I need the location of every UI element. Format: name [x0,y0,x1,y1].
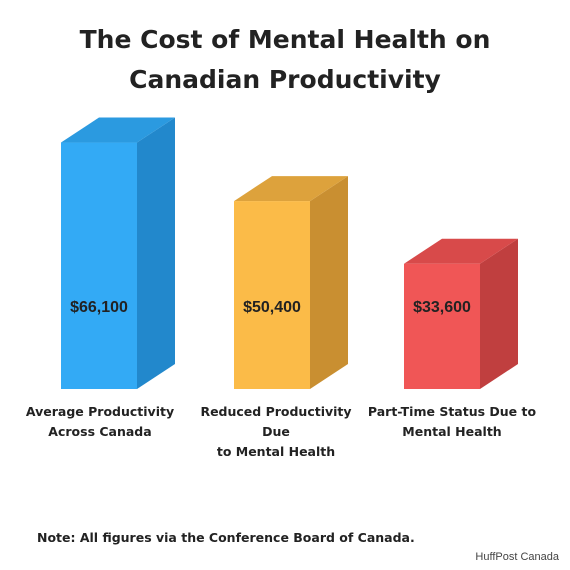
bar-side [310,176,348,389]
category-label-line: Average Productivity [25,404,175,419]
category-label-average-productivity: Average Productivity Across Canada [10,402,190,442]
category-label-reduced-productivity: Reduced Productivity Due to Mental Healt… [186,402,366,462]
category-label-part-time-status: Part-Time Status Due to Mental Health [362,402,542,442]
bar-top [234,176,348,202]
category-label-line: Across Canada [48,424,152,439]
chart-title-line-1: The Cost of Mental Health on [79,25,491,54]
data-label: $33,600 [413,299,471,316]
bar-side [480,238,518,389]
category-label-line: Mental Health [402,424,502,439]
bar [61,142,137,389]
bar-top [61,117,175,143]
bar-top [404,238,518,264]
bar [234,201,310,389]
category-label-line: to Mental Health [216,444,336,459]
data-label: $66,100 [70,299,128,316]
credit-label: HuffPost Canada [475,551,559,563]
chart-title: The Cost of Mental Health on Canadian Pr… [0,20,570,100]
bar-side [137,117,175,389]
bar [404,263,480,389]
category-label-line: Reduced Productivity Due [200,404,352,439]
data-label: $50,400 [243,299,301,316]
source-note: Note: All figures via the Conference Boa… [37,530,415,545]
category-label-line: Part-Time Status Due to [367,404,537,419]
chart-title-line-2: Canadian Productivity [129,65,441,94]
